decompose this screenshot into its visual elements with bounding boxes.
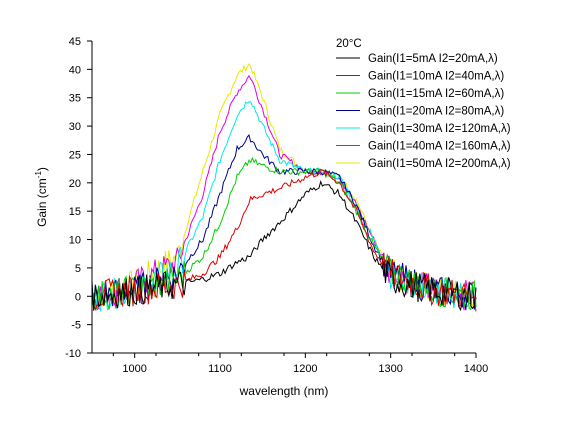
legend-label: Gain(I1=20mA I2=80mA,λ) bbox=[368, 106, 504, 118]
y-axis-title-end: ) bbox=[35, 167, 49, 171]
x-tick-label: 1400 bbox=[464, 363, 488, 375]
legend-label: Gain(I1=30mA I2=120mA,λ) bbox=[368, 123, 511, 135]
series-line bbox=[91, 179, 477, 312]
series-layer bbox=[91, 62, 477, 313]
x-axis-title: wavelength (nm) bbox=[239, 384, 329, 398]
y-tick-label: 20 bbox=[69, 178, 81, 190]
x-tick-label: 1000 bbox=[122, 363, 146, 375]
y-axis-title: Gain (cm-1) bbox=[34, 167, 49, 227]
y-tick-label: 15 bbox=[69, 206, 81, 218]
legend-label: Gain(I1=50mA I2=200mA,λ) bbox=[368, 158, 511, 170]
y-tick-label: -10 bbox=[65, 348, 81, 360]
y-tick-label: -5 bbox=[71, 320, 81, 332]
chart-title: 20°C bbox=[336, 38, 362, 50]
legend: Gain(I1=5mA I2=20mA,λ) Gain(I1=10mA I2=40… bbox=[336, 53, 511, 170]
y-tick-label: 40 bbox=[69, 64, 81, 76]
x-tick-label: 1300 bbox=[378, 363, 402, 375]
y-tick-label: 35 bbox=[69, 93, 81, 105]
legend-label: Gain(I1=5mA I2=20mA,λ) bbox=[368, 53, 498, 65]
y-axis-title-superscript: -1 bbox=[34, 171, 43, 179]
legend-label: Gain(I1=15mA I2=60mA,λ) bbox=[368, 88, 504, 100]
y-tick-label: 5 bbox=[75, 263, 81, 275]
x-tick-label: 1200 bbox=[293, 363, 317, 375]
legend-label: Gain(I1=10mA I2=40mA,λ) bbox=[368, 71, 504, 83]
y-axis-title-main: Gain (cm bbox=[35, 178, 49, 227]
y-tick-label: 45 bbox=[69, 36, 81, 48]
y-tick-label: 25 bbox=[69, 149, 81, 161]
y-tick-label: 30 bbox=[69, 121, 81, 133]
y-tick-label: 10 bbox=[69, 235, 81, 247]
ticks-layer: 1000 1100 1200 1300 1400 -10 -5 0 5 10 15 20 25 30 35 4… bbox=[65, 36, 488, 375]
x-tick-label: 1100 bbox=[208, 363, 232, 375]
y-tick-label: 0 bbox=[75, 291, 81, 303]
legend-label: Gain(I1=40mA I2=160mA,λ) bbox=[368, 141, 511, 153]
